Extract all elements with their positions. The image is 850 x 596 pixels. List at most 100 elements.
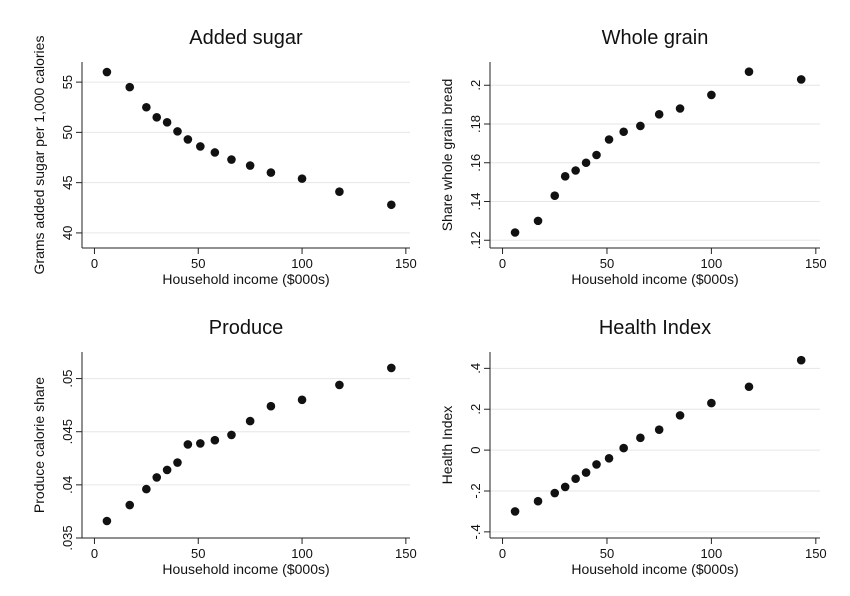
data-point	[636, 433, 645, 443]
data-point	[183, 135, 193, 144]
data-point	[162, 465, 172, 475]
chart-title: Produce	[209, 317, 284, 339]
x-tick-label: 150	[805, 546, 827, 561]
panel-health-index: 0 50 100 150 -.4 -.2 0 .2 .4 Health Index Househol…	[439, 317, 827, 577]
data-point	[592, 460, 601, 469]
y-tick-label: .2	[468, 404, 483, 415]
y-tick-label: .2	[468, 80, 483, 91]
data-point	[744, 382, 754, 392]
data-point	[571, 474, 580, 484]
data-point	[196, 142, 205, 151]
data-point	[744, 67, 754, 76]
y-tick-label: .05	[60, 370, 75, 388]
chart-title: Whole grain	[602, 27, 709, 49]
y-tick-label: 55	[60, 75, 75, 89]
data-point	[560, 482, 570, 492]
data-point	[245, 416, 255, 426]
data-point	[592, 150, 601, 160]
y-tick-label: .18	[468, 115, 483, 133]
y-axis-label: Grams added sugar per 1,000 calories	[31, 36, 47, 275]
data-point	[675, 411, 685, 420]
x-tick-label: 100	[701, 256, 723, 271]
y-axis-label: Produce calorie share	[31, 377, 47, 513]
data-point	[654, 110, 664, 119]
data-point	[581, 468, 591, 477]
y-axis-label: Share whole grain bread	[439, 79, 455, 232]
y-tick-label: .035	[60, 525, 75, 550]
x-tick-label: 100	[291, 546, 313, 561]
data-point	[245, 161, 255, 170]
x-tick-label: 150	[805, 256, 827, 271]
x-tick-label: 50	[600, 546, 614, 561]
x-tick-label: 150	[395, 256, 417, 271]
data-point	[510, 228, 520, 237]
x-tick-label: 0	[91, 256, 98, 271]
data-point	[654, 425, 664, 434]
data-point	[227, 430, 236, 440]
data-point	[152, 112, 162, 122]
x-axis-label: Household income ($000s)	[162, 271, 329, 287]
data-point	[636, 121, 645, 131]
chart-title: Added sugar	[189, 27, 303, 49]
data-point	[210, 435, 220, 445]
y-tick-label: .045	[60, 419, 75, 444]
data-point	[560, 172, 570, 181]
data-point	[796, 75, 806, 84]
data-point	[162, 118, 172, 127]
data-point	[210, 148, 220, 157]
data-point	[152, 473, 162, 482]
data-point	[227, 155, 236, 164]
chart-title: Health Index	[599, 317, 711, 339]
y-tick-label: .12	[468, 231, 483, 249]
data-point	[387, 200, 396, 210]
data-point	[335, 187, 344, 196]
data-point	[102, 67, 112, 77]
data-point	[550, 488, 560, 498]
data-point	[533, 216, 543, 226]
panel-produce: 0 50 100 150 .035 .04 .045 .05 Produce Household …	[31, 317, 417, 577]
data-point	[142, 484, 151, 494]
x-tick-label: 50	[600, 256, 614, 271]
data-point	[604, 135, 614, 144]
data-point	[619, 443, 628, 453]
x-tick-label: 0	[499, 546, 506, 561]
y-tick-label: 45	[60, 175, 75, 189]
data-point	[550, 191, 560, 200]
data-point	[102, 516, 112, 526]
panel-whole-grain: 0 50 100 150 .12 .14 .16 .18 .2 Whole grain Househ…	[439, 27, 827, 287]
data-point	[619, 127, 628, 137]
data-point	[604, 453, 614, 463]
x-tick-label: 50	[191, 256, 205, 271]
data-point	[142, 102, 151, 112]
y-axis-label: Health Index	[439, 406, 455, 485]
data-point	[707, 398, 716, 408]
y-tick-label: 0	[468, 446, 483, 453]
data-point	[581, 158, 591, 168]
data-point	[173, 458, 182, 467]
x-axis-label: Household income ($000s)	[162, 561, 329, 577]
x-tick-label: 150	[395, 546, 417, 561]
data-point	[533, 496, 543, 506]
data-point	[796, 355, 806, 365]
x-axis-label: Household income ($000s)	[571, 561, 738, 577]
x-tick-label: 50	[191, 546, 205, 561]
data-point	[173, 127, 182, 136]
x-axis-label: Household income ($000s)	[571, 271, 738, 287]
data-point	[571, 166, 580, 175]
x-tick-label: 0	[91, 546, 98, 561]
x-tick-label: 100	[291, 256, 313, 271]
x-tick-label: 0	[499, 256, 506, 271]
y-tick-label: .04	[60, 476, 75, 494]
data-point	[297, 395, 307, 405]
data-point	[675, 104, 685, 113]
y-tick-label: .16	[468, 154, 483, 172]
data-point	[335, 380, 344, 390]
y-tick-label: 50	[60, 125, 75, 139]
data-point	[387, 363, 396, 373]
data-point	[125, 500, 135, 510]
data-point	[266, 401, 276, 411]
y-tick-label: -.2	[468, 483, 483, 498]
data-point	[183, 440, 193, 449]
